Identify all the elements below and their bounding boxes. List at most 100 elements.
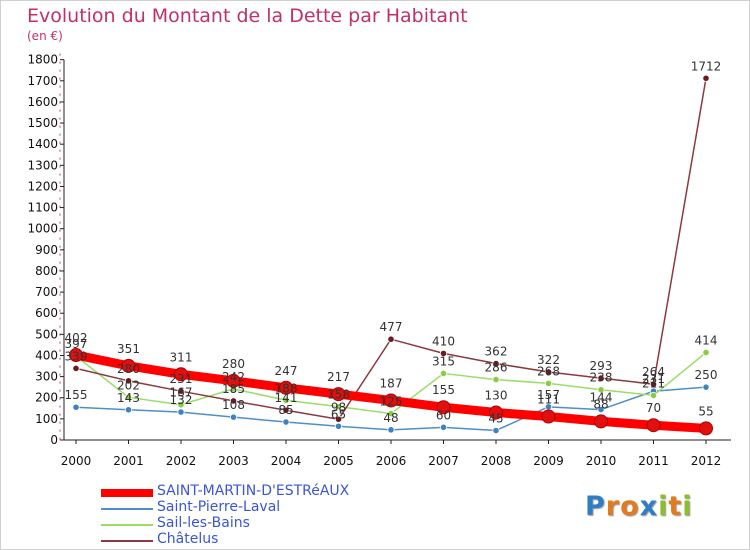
data-point-chatelus xyxy=(72,364,80,372)
data-point-saint-martin xyxy=(226,373,241,388)
data-point-saint-martin xyxy=(279,380,293,395)
data-label-chatelus: 185 xyxy=(222,382,245,396)
legend-label-saint-martin: SAINT-MARTIN-D'ESTRéAUX xyxy=(157,483,350,499)
data-point-saint-pierre-laval xyxy=(334,422,343,430)
data-point-saint-pierre-laval xyxy=(177,408,185,416)
data-label-saint-pierre-laval: 65 xyxy=(331,407,346,421)
data-point-sail-les-bains xyxy=(177,401,185,409)
data-point-chatelus xyxy=(387,335,395,343)
data-point-saint-pierre-laval xyxy=(72,403,80,411)
data-label-sail-les-bains: 211 xyxy=(642,376,665,390)
data-label-saint-pierre-laval: 231 xyxy=(642,372,665,386)
legend-swatch-saint-pierre-laval xyxy=(101,508,153,510)
data-label-sail-les-bains: 202 xyxy=(117,378,140,392)
legend-swatch-saint-martin xyxy=(101,489,153,497)
y-tick-label: 300 xyxy=(35,370,58,384)
data-point-saint-pierre-laval xyxy=(597,405,605,414)
data-label-chatelus: 141 xyxy=(275,391,298,405)
data-label-sail-les-bains: 414 xyxy=(695,334,718,348)
data-label-chatelus: 293 xyxy=(590,359,613,373)
y-tick-label: 1700 xyxy=(27,74,58,88)
data-label-chatelus: 1712 xyxy=(691,59,722,73)
data-label-saint-martin: 70 xyxy=(646,401,661,415)
x-tick-label: 2010 xyxy=(586,454,617,468)
data-label-chatelus: 280 xyxy=(117,362,140,376)
logo-letter: t xyxy=(668,491,683,522)
data-point-sail-les-bains xyxy=(282,396,290,404)
data-label-saint-martin: 351 xyxy=(117,342,140,356)
y-tick-label: 1500 xyxy=(27,116,58,130)
y-tick-label: 1000 xyxy=(27,222,58,236)
chart-subtitle: (en €) xyxy=(27,29,63,43)
data-point-sail-les-bains xyxy=(439,369,448,378)
x-tick-label: 2007 xyxy=(428,454,459,468)
data-label-sail-les-bains: 397 xyxy=(65,337,88,351)
data-point-chatelus xyxy=(439,349,448,357)
data-label-saint-pierre-laval: 108 xyxy=(222,398,245,412)
data-point-chatelus xyxy=(177,387,185,395)
logo-letter: o xyxy=(620,491,640,522)
legend-swatch-chatelus xyxy=(101,540,153,542)
data-label-sail-les-bains: 315 xyxy=(432,354,455,368)
data-label-sail-les-bains: 238 xyxy=(590,371,613,385)
data-point-sail-les-bains xyxy=(492,375,500,384)
data-label-saint-martin: 187 xyxy=(380,376,403,390)
data-label-sail-les-bains: 188 xyxy=(275,381,298,395)
data-label-sail-les-bains: 167 xyxy=(170,386,193,400)
x-tick-label: 2000 xyxy=(61,454,92,468)
data-label-sail-les-bains: 158 xyxy=(327,388,350,402)
data-point-saint-martin xyxy=(121,358,136,373)
logo-letter: P xyxy=(585,491,606,522)
data-label-saint-pierre-laval: 132 xyxy=(170,393,193,407)
data-label-chatelus: 339 xyxy=(65,349,88,363)
data-label-saint-pierre-laval: 144 xyxy=(590,391,613,405)
y-tick-label: 900 xyxy=(35,243,58,257)
data-point-saint-pierre-laval xyxy=(229,413,238,421)
x-tick-label: 2001 xyxy=(113,454,144,468)
data-point-saint-martin xyxy=(436,400,451,415)
data-point-sail-les-bains xyxy=(544,379,553,387)
data-label-saint-martin: 247 xyxy=(275,364,298,378)
data-point-saint-pierre-laval xyxy=(387,426,395,434)
data-label-saint-martin: 311 xyxy=(170,350,193,364)
chart-title: Evolution du Montant de la Dette par Hab… xyxy=(27,5,468,27)
data-point-saint-pierre-laval xyxy=(124,406,133,414)
x-tick-label: 2009 xyxy=(533,454,564,468)
data-point-saint-pierre-laval xyxy=(492,426,500,435)
x-tick-label: 2002 xyxy=(166,454,197,468)
data-label-saint-pierre-laval: 48 xyxy=(383,411,398,425)
legend-label-saint-pierre-laval: Saint-Pierre-Laval xyxy=(157,499,281,515)
data-point-chatelus xyxy=(282,406,290,414)
data-label-chatelus: 264 xyxy=(642,365,665,379)
data-point-sail-les-bains xyxy=(649,391,658,400)
data-point-saint-pierre-laval xyxy=(282,418,290,426)
y-tick-label: 1600 xyxy=(27,95,58,109)
y-tick-label: 1800 xyxy=(27,53,58,67)
data-label-sail-les-bains: 286 xyxy=(485,361,508,375)
logo-letter: x xyxy=(639,491,659,522)
data-label-saint-martin: 130 xyxy=(485,389,508,403)
logo-letter: i xyxy=(682,491,693,522)
data-point-chatelus xyxy=(544,368,553,376)
data-label-chatelus: 231 xyxy=(170,372,193,386)
y-tick-label: 200 xyxy=(35,391,58,405)
data-point-chatelus xyxy=(597,374,605,382)
data-point-saint-martin xyxy=(699,421,713,436)
data-label-chatelus: 322 xyxy=(537,353,560,367)
proxiti-logo: Proxiti xyxy=(585,491,693,522)
data-labels-layer: 155 143 132 108 85 65 48 60 45 157 144 231 250 397 202… xyxy=(65,59,722,425)
x-tick-label: 2012 xyxy=(691,454,722,468)
data-label-saint-martin: 88 xyxy=(593,397,608,411)
data-point-saint-martin xyxy=(594,414,608,429)
data-point-chatelus xyxy=(649,380,658,388)
logo-letter: i xyxy=(658,491,669,522)
data-point-saint-martin xyxy=(384,393,398,408)
data-point-saint-pierre-laval xyxy=(439,423,448,431)
data-label-saint-martin: 217 xyxy=(327,370,350,384)
data-label-chatelus: 410 xyxy=(432,334,455,348)
data-label-chatelus: 362 xyxy=(485,345,508,359)
data-label-saint-pierre-laval: 155 xyxy=(65,388,88,402)
y-tick-label: 500 xyxy=(35,327,58,341)
